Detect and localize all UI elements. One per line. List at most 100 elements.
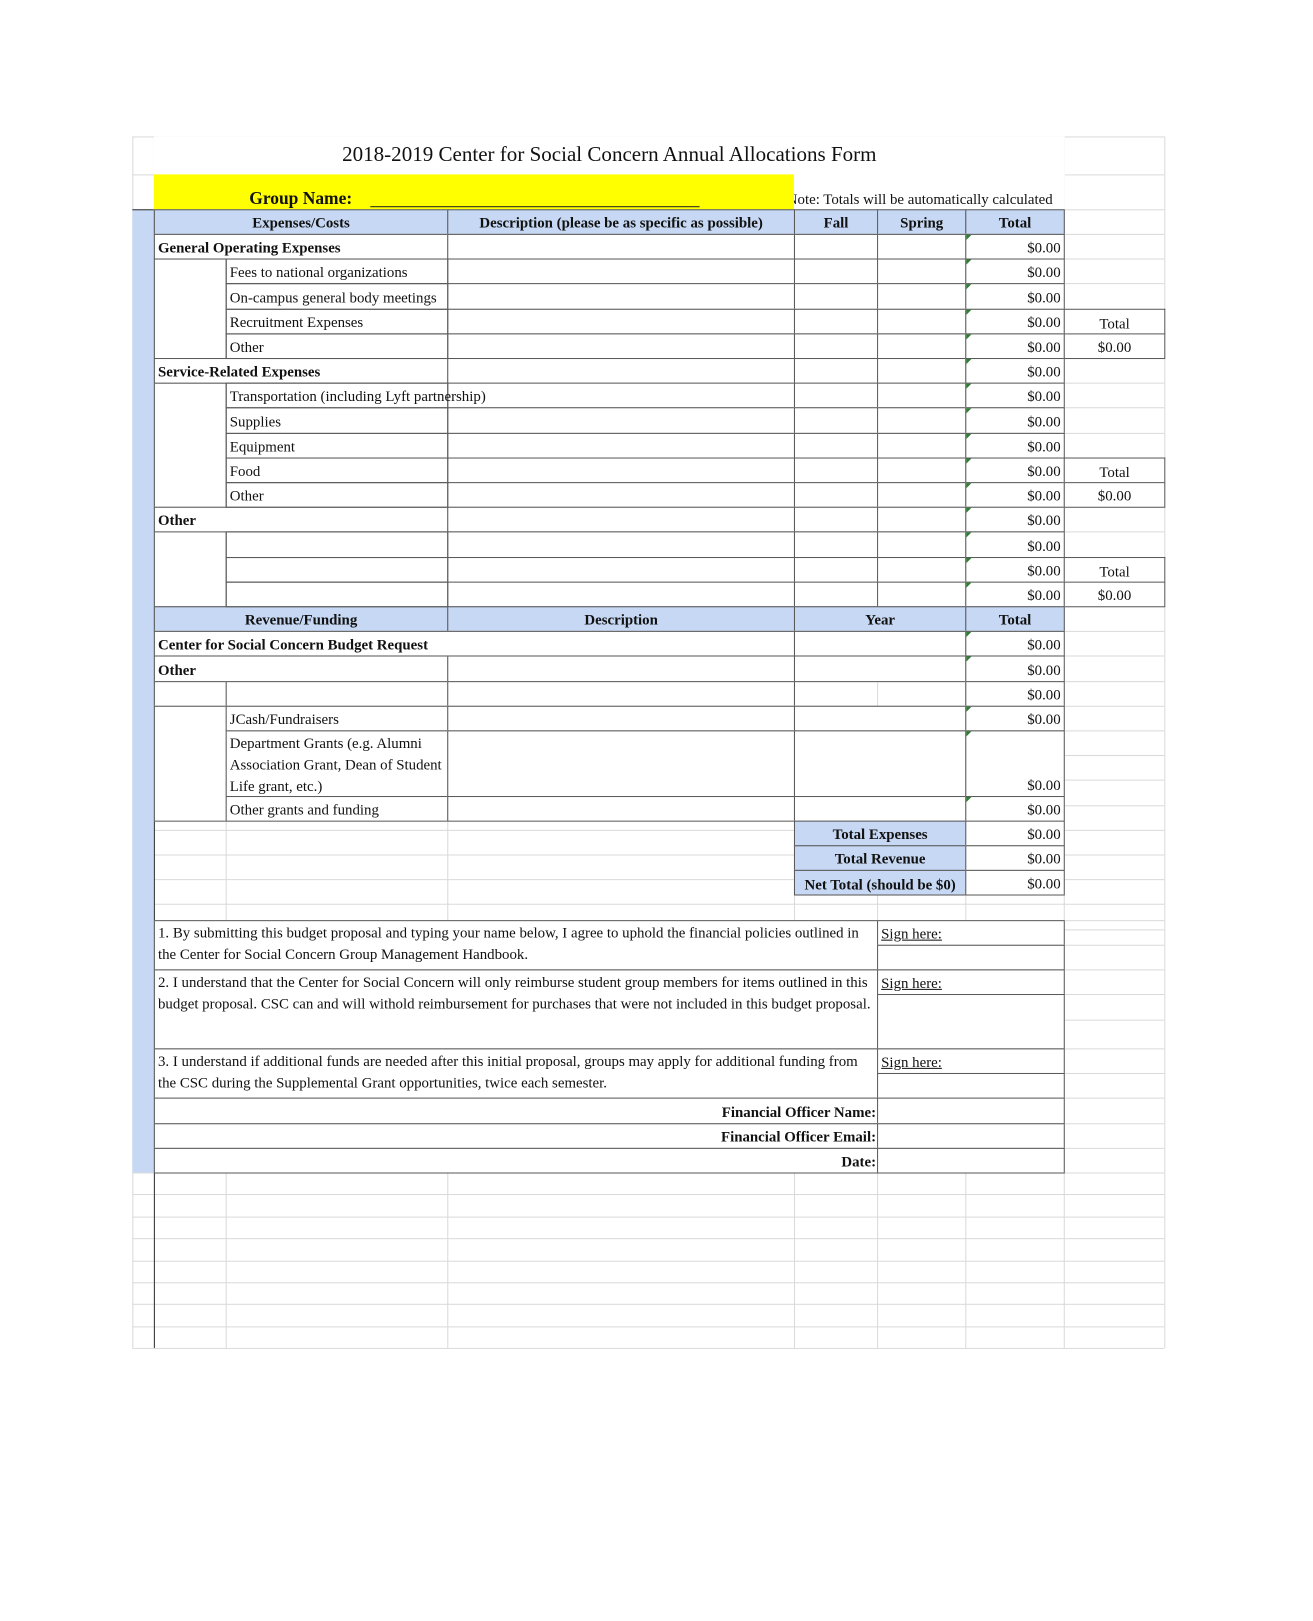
gridline-row xyxy=(132,1216,1165,1218)
description-input[interactable] xyxy=(447,730,795,798)
group-name-underline[interactable] xyxy=(370,189,700,208)
sign-here-text: Sign here: xyxy=(881,975,942,992)
year-input[interactable] xyxy=(793,730,967,798)
spring-input[interactable] xyxy=(877,358,967,384)
expense-item: Recruitment Expenses xyxy=(225,308,449,335)
row-total: $0.00 xyxy=(965,407,1065,434)
officer-field-label: Financial Officer Name: xyxy=(153,1097,879,1125)
spring-input[interactable] xyxy=(877,382,967,409)
description-input[interactable] xyxy=(447,407,795,434)
sign-here-text: Sign here: xyxy=(881,1054,942,1071)
fall-input[interactable] xyxy=(793,407,879,434)
spring-input[interactable] xyxy=(877,308,967,335)
fall-input[interactable] xyxy=(793,581,879,608)
spring-input[interactable] xyxy=(877,258,967,285)
gridline-row xyxy=(132,1194,1165,1196)
fall-input[interactable] xyxy=(793,457,879,484)
spring-input[interactable] xyxy=(877,432,967,459)
description-input[interactable] xyxy=(447,358,795,384)
row-total: $0.00 xyxy=(965,308,1065,335)
gridline-row xyxy=(132,1326,1165,1328)
description-input[interactable] xyxy=(447,557,795,583)
row-total: $0.00 xyxy=(965,630,1065,657)
year-input[interactable] xyxy=(793,681,967,707)
group-indent-cell xyxy=(153,531,227,608)
revenue-header: Revenue/Funding xyxy=(153,606,449,632)
expense-item: Supplies xyxy=(225,407,449,434)
spring-input[interactable] xyxy=(877,482,967,508)
fall-input[interactable] xyxy=(793,358,879,384)
group-name-field[interactable] xyxy=(153,174,795,211)
fall-input[interactable] xyxy=(793,506,879,533)
gridline-row xyxy=(132,1282,1165,1284)
revenue-item[interactable] xyxy=(225,681,449,707)
spring-input[interactable] xyxy=(877,506,967,533)
year-input[interactable] xyxy=(793,630,967,657)
description-input[interactable] xyxy=(447,581,795,608)
year-input[interactable] xyxy=(793,655,967,683)
description-input[interactable] xyxy=(447,705,795,732)
gridline-row xyxy=(132,904,1165,906)
spring-input[interactable] xyxy=(877,557,967,583)
fall-input[interactable] xyxy=(793,432,879,459)
row-total: $0.00 xyxy=(965,730,1065,798)
row-total: $0.00 xyxy=(965,482,1065,508)
note-label: Note: Totals will be automatically calcu… xyxy=(793,191,1053,209)
description-input[interactable] xyxy=(447,308,795,335)
subtotal-label: Total xyxy=(1063,308,1166,335)
expense-item xyxy=(225,557,449,583)
fall-input[interactable] xyxy=(793,258,879,285)
description-input[interactable] xyxy=(447,482,795,508)
signature-input[interactable] xyxy=(877,1072,1065,1099)
spring-input[interactable] xyxy=(877,233,967,260)
description-input[interactable] xyxy=(447,233,795,260)
fall-input[interactable] xyxy=(793,382,879,409)
spring-input[interactable] xyxy=(877,457,967,484)
signature-input[interactable] xyxy=(877,994,1065,1050)
fall-input[interactable] xyxy=(793,531,879,559)
row-total: $0.00 xyxy=(965,258,1065,285)
fall-input[interactable] xyxy=(793,308,879,335)
description-input[interactable] xyxy=(447,655,795,683)
spring-input[interactable] xyxy=(877,333,967,360)
column-a-band xyxy=(132,209,154,1173)
officer-field-input[interactable] xyxy=(877,1097,1065,1125)
description-input[interactable] xyxy=(447,432,795,459)
statement-text: 1. By submitting this budget proposal an… xyxy=(153,920,879,971)
fall-input[interactable] xyxy=(793,233,879,260)
fall-input[interactable] xyxy=(793,482,879,508)
year-input[interactable] xyxy=(793,705,967,732)
description-input[interactable] xyxy=(447,506,795,533)
description-input[interactable] xyxy=(447,283,795,310)
fall-input[interactable] xyxy=(793,333,879,360)
officer-field-label: Financial Officer Email: xyxy=(153,1123,879,1149)
spring-input[interactable] xyxy=(877,581,967,608)
officer-field-input[interactable] xyxy=(877,1123,1065,1149)
description-input[interactable] xyxy=(447,258,795,285)
description-input[interactable] xyxy=(447,333,795,360)
summary-value: $0.00 xyxy=(965,869,1065,896)
year-input[interactable] xyxy=(793,796,967,822)
description-input[interactable] xyxy=(447,531,795,559)
spring-input[interactable] xyxy=(877,283,967,310)
description-input[interactable] xyxy=(447,681,795,707)
fall-input[interactable] xyxy=(793,283,879,310)
row-total: $0.00 xyxy=(965,796,1065,822)
group-indent-cell xyxy=(153,258,227,360)
officer-field-input[interactable] xyxy=(877,1147,1065,1174)
spring-input[interactable] xyxy=(877,407,967,434)
gridline-col xyxy=(1164,136,1166,1348)
description-input[interactable] xyxy=(447,382,795,409)
spring-input[interactable] xyxy=(877,531,967,559)
description-input[interactable] xyxy=(447,796,795,822)
description-input[interactable] xyxy=(447,457,795,484)
expense-header: Description (please be as specific as po… xyxy=(447,209,795,235)
group-indent-cell xyxy=(153,705,227,822)
signature-input[interactable] xyxy=(877,944,1065,971)
revenue-category: Other xyxy=(153,655,449,683)
expense-item: Other xyxy=(225,333,449,360)
sign-here-label: Sign here: xyxy=(877,969,1065,996)
subtotal-value: $0.00 xyxy=(1063,482,1166,508)
fall-input[interactable] xyxy=(793,557,879,583)
